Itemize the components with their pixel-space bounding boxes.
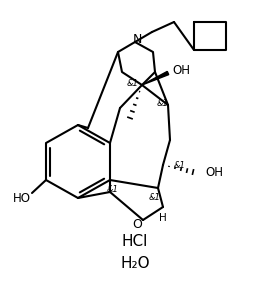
Text: HCl: HCl [122,235,148,250]
Text: H: H [159,213,167,223]
Text: H₂O: H₂O [120,256,150,272]
Text: OH: OH [172,64,190,76]
Polygon shape [142,71,169,85]
Text: &1: &1 [149,193,161,202]
Text: HO: HO [13,191,31,204]
Text: &1: &1 [107,185,119,195]
Text: N: N [132,32,142,45]
Text: &1: &1 [127,78,139,87]
Text: O: O [132,218,142,231]
Text: &1: &1 [174,160,186,170]
Text: OH: OH [205,166,223,179]
Text: &1: &1 [157,99,169,108]
